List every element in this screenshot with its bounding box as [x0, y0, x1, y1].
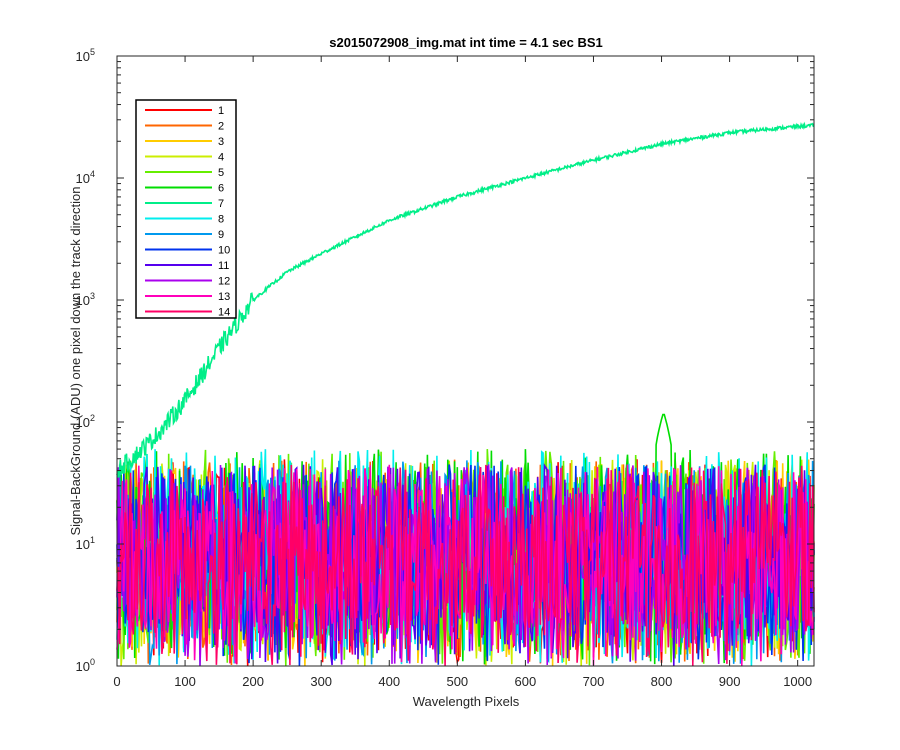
legend-label-5: 5 [218, 167, 224, 179]
y-tick-label: 100 [76, 657, 95, 674]
y-tick-label: 105 [76, 47, 95, 64]
x-tick-label: 500 [446, 674, 468, 689]
y-tick-label: 102 [76, 413, 95, 430]
legend-label-11: 11 [218, 260, 229, 272]
series-layer [116, 121, 815, 667]
legend-label-1: 1 [218, 105, 224, 117]
legend-label-14: 14 [218, 307, 230, 319]
y-tick-label: 103 [76, 291, 95, 308]
x-tick-label: 100 [174, 674, 196, 689]
legend-label-13: 13 [218, 291, 230, 303]
x-tick-label: 200 [242, 674, 264, 689]
x-tick-label: 300 [310, 674, 332, 689]
y-axis-label: Signal-BackGround (ADU) one pixel down t… [68, 186, 83, 535]
y-tick-label: 104 [76, 169, 95, 186]
y-tick-label: 101 [76, 535, 95, 552]
x-tick-label: 1000 [783, 674, 812, 689]
series-line-7 [116, 121, 815, 478]
axes-box [116, 55, 815, 667]
x-tick-label: 400 [378, 674, 400, 689]
chart-title: s2015072908_img.mat int time = 4.1 sec B… [329, 35, 603, 50]
legend-label-6: 6 [218, 183, 224, 195]
series-line-14 [116, 464, 815, 667]
legend-label-8: 8 [218, 214, 224, 226]
x-tick-label: 800 [651, 674, 673, 689]
legend-label-7: 7 [218, 198, 224, 210]
x-tick-label: 900 [719, 674, 741, 689]
x-tick-label: 0 [113, 674, 120, 689]
x-tick-label: 600 [515, 674, 537, 689]
x-tick-label: 700 [583, 674, 605, 689]
x-axis-label: Wavelength Pixels [413, 694, 520, 709]
x-axis-ticks: 0 100 200 300 400 500 600 700 800 900 1000 [113, 56, 812, 689]
legend-label-2: 2 [218, 121, 224, 133]
legend-label-9: 9 [218, 229, 224, 241]
legend-box [135, 99, 237, 319]
legend-label-12: 12 [218, 276, 230, 288]
legend-label-4: 4 [218, 152, 224, 164]
legend-label-10: 10 [218, 245, 230, 257]
legend-label-3: 3 [218, 136, 224, 148]
